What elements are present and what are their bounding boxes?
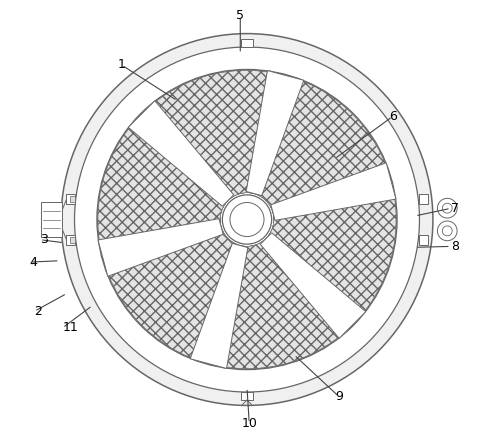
Text: 3: 3	[40, 233, 48, 246]
Circle shape	[230, 202, 264, 237]
Text: 9: 9	[335, 390, 343, 403]
Bar	[67, 235, 75, 245]
Circle shape	[437, 198, 457, 218]
Polygon shape	[271, 163, 396, 220]
Bar	[242, 39, 252, 47]
Circle shape	[442, 226, 452, 236]
Circle shape	[222, 195, 272, 244]
Polygon shape	[260, 233, 366, 338]
Polygon shape	[190, 243, 248, 369]
Polygon shape	[61, 34, 433, 405]
Circle shape	[437, 221, 457, 241]
Polygon shape	[128, 101, 234, 206]
Bar	[41, 202, 62, 237]
Bar	[67, 194, 75, 204]
Circle shape	[442, 203, 452, 213]
Polygon shape	[98, 70, 396, 369]
Bar	[419, 194, 427, 204]
Bar	[419, 235, 427, 245]
Text: 8: 8	[451, 240, 459, 253]
Text: 5: 5	[236, 9, 244, 22]
Polygon shape	[246, 70, 304, 196]
Polygon shape	[98, 82, 396, 369]
Polygon shape	[98, 70, 396, 369]
Polygon shape	[98, 219, 223, 276]
Text: 4: 4	[30, 255, 38, 269]
Polygon shape	[98, 70, 385, 369]
Bar	[71, 237, 75, 243]
Text: 11: 11	[62, 321, 78, 335]
Bar	[71, 196, 75, 202]
Polygon shape	[98, 70, 396, 358]
Polygon shape	[109, 70, 396, 369]
Text: 10: 10	[241, 417, 257, 430]
Text: 6: 6	[389, 110, 397, 123]
Text: 2: 2	[34, 305, 42, 318]
Text: 7: 7	[451, 202, 459, 215]
Text: 1: 1	[118, 58, 125, 72]
Bar	[242, 392, 252, 400]
